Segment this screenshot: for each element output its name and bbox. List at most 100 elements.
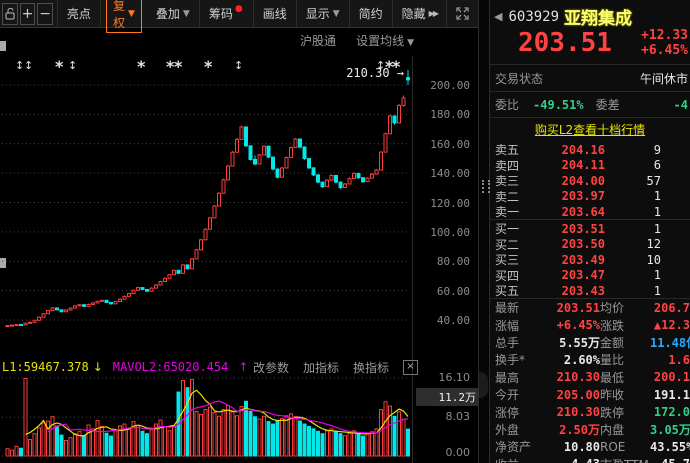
ask-row[interactable]: 卖四 204.11 6 [495,158,661,173]
stock-code: 603929 [508,8,560,25]
ask-row[interactable]: 卖五 204.16 9 [495,142,661,158]
bid-row[interactable]: 买二 203.50 12 [495,237,661,252]
set-ma-button[interactable]: 设置均线 ▼ [356,33,414,48]
ask-list: 卖五 204.16 9 卖四 204.11 6 卖三 204.00 57 卖二 203.97 1 卖一 2… [490,141,690,220]
price-axis-label: 100.00 [430,225,470,239]
star-marker-icon: * [392,57,401,76]
star-marker-icon: * [174,57,183,76]
stat-row: 涨停 210.30 跌停 172.0 [495,405,690,420]
weicha-label: 委差 [595,98,620,112]
price-axis-label: 40.00 [436,314,470,327]
weicha-value: -4 [673,97,688,112]
last-price: 203.51 [518,28,612,58]
chevron-down-icon: ▼ [332,8,340,19]
orderbook-divider [490,219,690,220]
stat-row: 今开 205.00 昨收 191.1 [495,387,690,403]
bid-row[interactable]: 买五 203.43 1 [495,283,661,299]
ask-row[interactable]: 卖三 204.00 57 [495,173,661,189]
price-axis-label: 120.00 [430,196,470,210]
price-axis-label: 180.00 [430,108,470,122]
mavol1-value: L1:59467.378 [2,360,89,374]
axis-divider [412,56,413,463]
price-axis-label: 200.00 [430,79,470,92]
volume-pane-header: L1:59467.378 ↓ MAVOL2:65020.454 ↑ 改参数 加指… [2,359,476,375]
bid-row[interactable]: 买一 203.51 1 [495,221,661,237]
simple-button[interactable]: 简约 [350,0,393,27]
fuquan-button[interactable]: 复权 ▼ [105,0,142,33]
chart-subbar: 沪股通 设置均线 ▼ [0,30,478,50]
volume-axis-label: 16.10 [438,371,471,384]
zoom-out-button[interactable]: − [37,2,53,25]
quote-panel: ◀ 603929 亚翔集成 203.51 +12.33 +6.45% 交易状态 … [490,0,690,463]
updown-marker-icon: ↕ [15,59,25,72]
red-dot-badge: ● [234,3,243,14]
stock-name: 亚翔集成 [564,9,633,29]
change-param-button[interactable]: 改参数 [252,360,289,375]
volume-axis-label: 8.03 [445,410,471,423]
bid-row[interactable]: 买三 203.49 10 [495,252,661,268]
add-indicator-button[interactable]: 加指标 [302,360,339,375]
volume-chart[interactable] [0,376,478,460]
expand-icon [456,7,469,20]
bid-row[interactable]: 买四 203.47 1 [495,268,661,283]
back-arrow-icon[interactable]: ◀ [494,10,503,23]
updown-marker-icon: ↕ [24,59,34,72]
chevron-down-icon: ▼ [407,37,414,48]
edge-marker-icon[interactable] [0,41,6,51]
star-marker-icon: * [55,57,64,76]
stats-divider [490,298,690,299]
event-marker-row: ↕ ↕ * ↕ * * * * ↕ ↕ * * [0,57,478,76]
price-axis-label: 140.00 [430,167,470,181]
splitter-grip-icon[interactable] [482,180,490,193]
bid-list: 买一 203.51 1 买二 203.50 12 买三 203.49 10 买四 203.47 1 买五… [490,220,690,299]
star-marker-icon: * [137,57,146,76]
hide-button[interactable]: 隐藏 ▶▶ [393,0,447,27]
panel-splitter[interactable] [478,0,490,463]
ask-row[interactable]: 卖二 203.97 1 [495,189,661,204]
stat-row: 收益4.43市盈TTM45.7 [490,456,690,463]
draw-button[interactable]: 画线 [254,0,297,27]
volume-axis-label: 0.00 [445,446,471,459]
stat-row: 换手* 2.60% 量比 1.6 [495,352,690,368]
chips-button[interactable]: 筹码 ● [200,0,254,27]
hgt-connect-label[interactable]: 沪股通 [300,33,337,48]
overlay-button[interactable]: 叠加 ▼ [147,0,200,27]
star-marker-icon: * [166,57,175,76]
unlock-icon[interactable] [2,2,18,25]
stat-row: 净资产 10.80 ROE 43.55% [495,439,690,455]
price-axis-label: 60.00 [436,284,470,298]
collapse-tab[interactable] [479,372,488,398]
down-arrow-icon: ↓ [92,360,103,374]
trade-status-value: 午间休市 [639,71,688,86]
chevron-down-icon: ▼ [182,8,190,19]
candlestick-chart[interactable]: 210.30 → [0,56,478,360]
expand-button[interactable] [447,0,478,27]
svg-text:210.30 →: 210.30 → [346,66,404,80]
highlight-button[interactable]: 亮点 [56,0,101,27]
l2-purchase-link[interactable]: 购买L2查看十档行情 [490,117,690,142]
updown-marker-icon: ↕ [234,59,244,72]
stat-row: 涨幅 +6.45% 涨跌 ▲12.3 [495,318,690,333]
chevron-down-icon: ▼ [127,8,135,19]
star-marker-icon: * [204,57,213,76]
price-change: +12.33 [641,28,688,43]
stats-grid: 最新 203.51 均价 206.7 涨幅 +6.45% 涨跌 ▲12.3 总手 5.55万 金额 1… [490,299,690,463]
padlock-open-icon [5,7,15,19]
ask-row[interactable]: 卖一 203.64 1 [495,204,661,220]
updown-marker-icon: ↕ [68,59,78,72]
star-marker-icon: * [385,57,394,76]
double-right-icon: ▶▶ [428,9,439,18]
stat-row: 最高 210.30 最低 200.1 [495,370,690,385]
stat-row: 最新 203.51 均价 206.7 [495,300,690,316]
display-button[interactable]: 显示 ▼ [297,0,350,27]
volume-cursor-label: 11.2万 [416,388,478,406]
updown-marker-icon: ↕ [376,59,386,72]
close-indicator-icon[interactable]: × [403,359,418,375]
swap-indicator-button[interactable]: 换指标 [352,360,389,375]
trade-status-label: 交易状态 [495,71,544,86]
edge-marker-icon[interactable] [0,258,6,268]
zoom-in-button[interactable]: + [19,2,36,25]
price-change-pct: +6.45% [641,43,688,58]
price-axis-label: 80.00 [436,255,470,269]
